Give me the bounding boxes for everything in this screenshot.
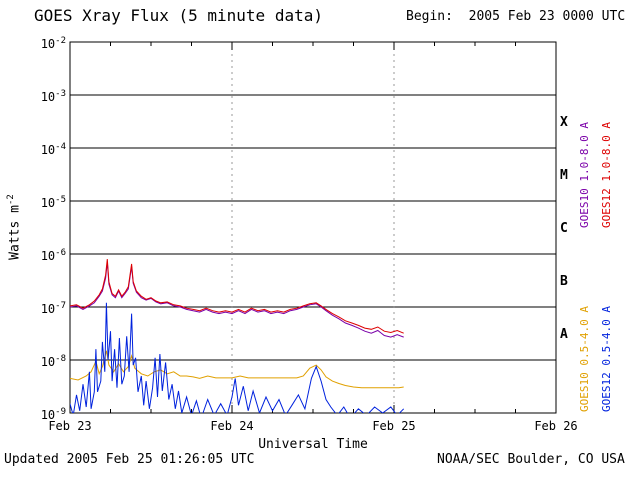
plot-border <box>69 41 557 414</box>
y-tick-label: 10-4 <box>40 142 66 157</box>
legend-goes12-1-0-8-0-a: GOES12 1.0-8.0 A <box>600 122 613 228</box>
x-tick-label: Feb 25 <box>372 419 416 433</box>
series-goes12-1-0-8-0-a <box>70 259 404 334</box>
flare-class-m: M <box>560 167 568 183</box>
legend-goes12-0-5-4-0-a: GOES12 0.5-4.0 A <box>600 306 613 412</box>
legend-goes10-1-0-8-0-a: GOES10 1.0-8.0 A <box>578 122 591 228</box>
y-tick-label: 10-2 <box>40 36 66 51</box>
y-tick-label: 10-3 <box>40 89 66 104</box>
y-tick-label: 10-5 <box>40 195 66 210</box>
flare-class-a: A <box>560 326 568 342</box>
chart-title: GOES Xray Flux (5 minute data) <box>34 6 323 25</box>
x-tick-label: Feb 26 <box>534 419 578 433</box>
y-tick-label: 10-9 <box>40 407 66 422</box>
y-axis-title-base: Watts m <box>7 205 23 260</box>
series-goes10-1-0-8-0-a <box>70 262 404 338</box>
flare-class-x: X <box>560 114 568 130</box>
updated-timestamp: Updated 2005 Feb 25 01:26:05 UTC <box>4 452 255 467</box>
credit-label: NOAA/SEC Boulder, CO USA <box>437 452 625 467</box>
flare-class-b: B <box>560 273 568 289</box>
x-axis-title: Universal Time <box>258 437 368 452</box>
x-tick-label: Feb 23 <box>48 419 92 433</box>
legend-goes10-0-5-4-0-a: GOES10 0.5-4.0 A <box>578 306 591 412</box>
series-goes12-0-5-4-0-a <box>70 302 405 413</box>
begin-timestamp: Begin: 2005 Feb 23 0000 UTC <box>406 9 626 24</box>
y-tick-label: 10-7 <box>40 301 66 316</box>
y-tick-label: 10-6 <box>40 248 66 263</box>
y-axis-title: Watts m-2 <box>6 157 22 297</box>
x-tick-label: Feb 24 <box>210 419 254 433</box>
y-tick-label: 10-8 <box>40 354 66 369</box>
flare-class-c: C <box>560 220 568 236</box>
y-axis-title-exponent: -2 <box>6 194 16 206</box>
